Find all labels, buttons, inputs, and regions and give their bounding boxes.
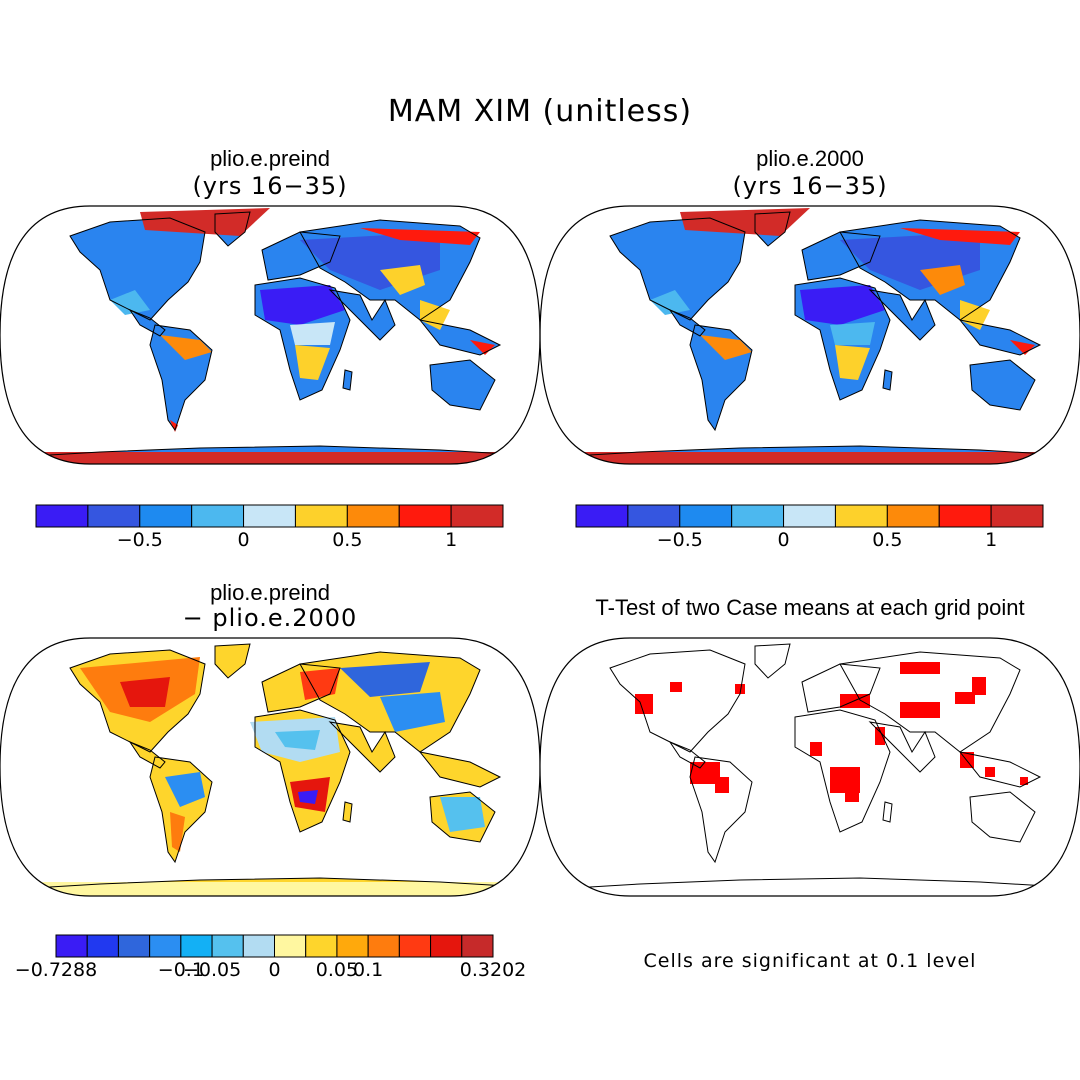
colorbar-preind-tick-label: 0	[237, 529, 250, 551]
panel-title-preind: plio.e.preind	[210, 146, 330, 171]
colorbar-difference-swatch-1	[86, 934, 119, 958]
panel-title-ttest: T-Test of two Case means at each grid po…	[595, 595, 1025, 620]
colorbar-preind-tick-label: 1	[445, 529, 458, 551]
colorbar-difference-swatch-7	[274, 934, 307, 958]
colorbar-preind-swatch-4	[243, 504, 296, 528]
colorbar-2000-swatch-4	[783, 504, 836, 528]
colorbar-preind-swatch-0	[35, 504, 89, 528]
colorbar-difference-tick-label: −0.1	[157, 959, 204, 981]
colorbar-2000-swatch-2	[679, 504, 733, 528]
colorbar-2000-swatch-6	[886, 504, 940, 528]
colorbar-preind-tick-label: −0.5	[116, 529, 163, 551]
panel-title-2000: plio.e.2000	[756, 146, 864, 171]
colorbar-difference-tick-label: 0.05	[315, 959, 359, 981]
panel-title-diff: plio.e.preind	[210, 580, 330, 605]
colorbar-preind-swatch-6	[346, 504, 400, 528]
colorbar-preind-swatch-7	[398, 504, 452, 528]
colorbar-preind-swatch-5	[294, 504, 348, 528]
colorbar-2000-tick-label: 0	[777, 529, 790, 551]
map-significance	[539, 637, 1080, 897]
colorbar-2000-swatch-0	[575, 504, 629, 528]
colorbar-2000-swatch-1	[627, 504, 681, 528]
colorbar-preind-swatch-8	[450, 504, 504, 528]
map-preind	[0, 205, 541, 465]
colorbar-2000	[575, 504, 1044, 528]
colorbar-difference-swatch-5	[211, 934, 244, 958]
colorbar-preind-swatch-2	[139, 504, 193, 528]
colorbar-preind-swatch-1	[87, 504, 141, 528]
colorbar-difference-swatch-12	[430, 934, 463, 958]
colorbar-difference-swatch-8	[305, 934, 338, 958]
colorbar-difference-tick-label: −0.05	[182, 959, 242, 981]
colorbar-difference-swatch-11	[398, 934, 432, 958]
colorbar-difference-swatch-2	[117, 934, 151, 958]
colorbar-2000-swatch-3	[731, 504, 785, 528]
colorbar-2000-tick-label: 0.5	[872, 529, 903, 551]
colorbar-2000-swatch-8	[990, 504, 1044, 528]
colorbar-difference-tick-label: −0.7288	[14, 959, 98, 981]
colorbar-2000-tick-label: −0.5	[656, 529, 703, 551]
figure-title: MAM XIM (unitless)	[387, 94, 693, 129]
colorbar-difference-swatch-10	[367, 934, 400, 958]
panel-subtitle-diff: − plio.e.2000	[182, 604, 358, 632]
colorbar-difference-swatch-0	[55, 934, 88, 958]
map-2000	[539, 205, 1080, 465]
colorbar-difference-swatch-3	[149, 934, 182, 958]
colorbar-difference-swatch-6	[242, 934, 276, 958]
colorbar-preind-tick-label: 0.5	[332, 529, 363, 551]
panel-subtitle-preind: (yrs 16−35)	[192, 172, 348, 200]
colorbar-difference-tick-label: 0	[268, 959, 281, 981]
colorbar-difference	[55, 934, 494, 958]
map-difference	[0, 637, 541, 897]
colorbar-2000-swatch-5	[834, 504, 888, 528]
significance-note: Cells are significant at 0.1 level	[643, 950, 977, 972]
colorbar-preind	[35, 504, 504, 528]
colorbar-2000-tick-label: 1	[985, 529, 998, 551]
colorbar-difference-swatch-9	[336, 934, 369, 958]
colorbar-preind-swatch-3	[191, 504, 245, 528]
colorbar-difference-swatch-13	[461, 934, 494, 958]
colorbar-2000-swatch-7	[938, 504, 992, 528]
colorbar-difference-tick-label: 0.1	[353, 959, 384, 981]
panel-subtitle-2000: (yrs 16−35)	[732, 172, 888, 200]
colorbar-difference-tick-label: 0.3202	[459, 959, 527, 981]
colorbar-difference-swatch-4	[180, 934, 213, 958]
